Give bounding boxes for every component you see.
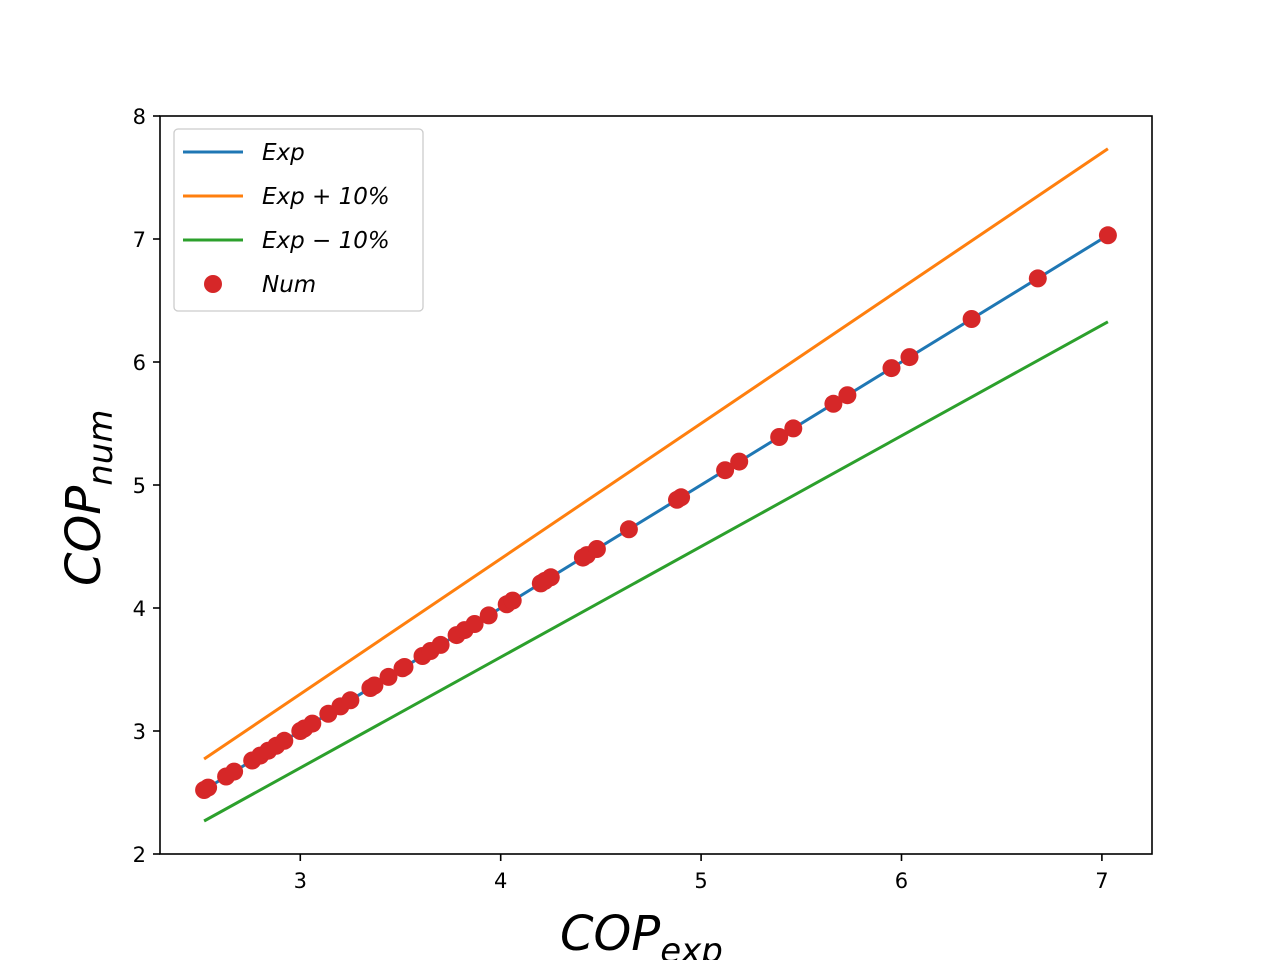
- legend-label-num: Num: [262, 272, 316, 298]
- y-tick-label: 5: [133, 474, 146, 498]
- data-point: [962, 310, 981, 328]
- x-axis-label: COPexp: [560, 906, 723, 960]
- y-tick-label: 3: [133, 720, 146, 744]
- data-point: [479, 606, 498, 625]
- x-tick-label: 5: [694, 869, 707, 893]
- data-point: [395, 658, 414, 676]
- data-point: [1028, 269, 1047, 288]
- legend: Exp Exp + 10% Exp − 10% Num: [173, 128, 424, 312]
- legend-label-exp-plus: Exp + 10%: [262, 184, 390, 210]
- data-point: [716, 461, 735, 480]
- data-point: [303, 714, 322, 733]
- data-point: [199, 778, 218, 797]
- data-point: [587, 540, 606, 558]
- series-line-exp-minus: [203, 320, 1109, 823]
- data-point: [341, 691, 360, 710]
- data-point: [431, 635, 450, 654]
- data-point: [824, 394, 843, 413]
- data-point: [900, 348, 919, 367]
- x-tick-label: 6: [895, 869, 908, 893]
- legend-label-exp-minus: Exp − 10%: [262, 228, 390, 254]
- data-point: [770, 428, 789, 446]
- y-axis-label: COPnum: [56, 410, 121, 586]
- data-point: [672, 488, 691, 507]
- data-point: [882, 359, 901, 378]
- data-point: [465, 615, 484, 633]
- legend-box: [173, 128, 424, 312]
- x-tick-label: 4: [494, 869, 507, 893]
- ticks: 3 4 5 6 7 2 3 4 5 6 7 8: [133, 105, 1109, 893]
- data-point: [1098, 226, 1117, 245]
- y-tick-label: 7: [133, 228, 146, 252]
- legend-label-exp: Exp: [262, 140, 305, 166]
- data-point: [730, 452, 749, 471]
- y-tick-label: 6: [133, 351, 146, 375]
- y-tick-label: 8: [133, 105, 146, 129]
- data-point: [225, 762, 244, 781]
- x-tick-label: 7: [1095, 869, 1108, 893]
- y-tick-label: 4: [133, 597, 146, 621]
- data-point: [275, 731, 294, 750]
- data-point: [838, 386, 857, 405]
- x-tick-label: 3: [294, 869, 307, 893]
- data-point: [379, 667, 398, 686]
- data-point: [541, 568, 560, 587]
- y-tick-label: 2: [133, 843, 146, 867]
- data-point: [619, 520, 638, 539]
- data-point: [784, 419, 803, 438]
- legend-swatch-num: [204, 275, 222, 293]
- data-point: [503, 591, 522, 610]
- plot-area: [195, 147, 1117, 823]
- data-point: [365, 676, 384, 695]
- series-line-exp-plus: [203, 147, 1109, 761]
